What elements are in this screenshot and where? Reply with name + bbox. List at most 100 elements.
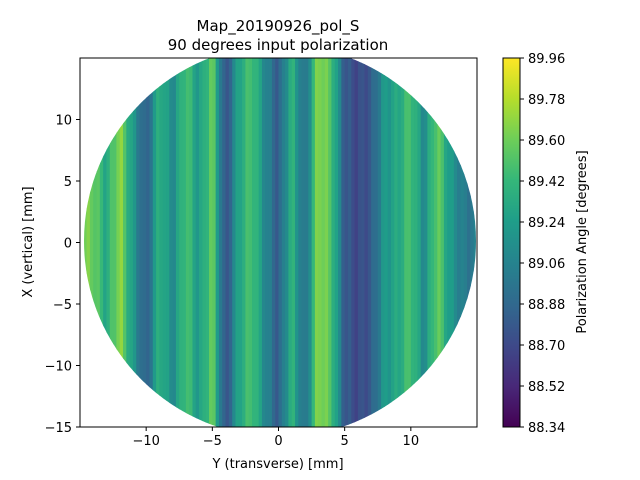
heatmap-stripe [235, 58, 240, 427]
heatmap-stripe [344, 58, 349, 427]
colorbar-tick-label: 88.88 [528, 298, 565, 313]
y-tick-label: −10 [45, 360, 72, 375]
heatmap-stripe [453, 58, 458, 427]
heatmap-stripe [361, 58, 366, 427]
colorbar-tick-label: 89.60 [528, 134, 565, 149]
heatmap-stripe [172, 58, 177, 427]
heatmap-stripe [338, 58, 342, 427]
heatmap-stripe [189, 58, 194, 427]
heatmap-stripe [212, 58, 217, 427]
heatmap-stripe [93, 58, 98, 427]
heatmap-stripe [123, 58, 127, 427]
heatmap-stripe [424, 58, 428, 427]
heatmap-stripe [185, 58, 190, 427]
colorbar-label: Polarization Angle [degrees] [575, 150, 590, 333]
heatmap-stripe [447, 58, 452, 427]
heatmap-stripe [321, 58, 326, 427]
heatmap-stripe [450, 58, 455, 427]
heatmap-stripe [314, 58, 319, 427]
heatmap-stripe [410, 58, 415, 427]
heatmap-stripe [84, 58, 88, 427]
y-axis-label: X (vertical) [mm] [21, 186, 36, 297]
heatmap-stripe [139, 58, 144, 427]
heatmap-stripe [381, 58, 385, 427]
heatmap-stripe [288, 58, 293, 427]
heatmap-stripe [265, 58, 270, 427]
heatmap-stripe [129, 58, 134, 427]
heatmap-stripe [106, 58, 111, 427]
heatmap-stripe [417, 58, 422, 427]
heatmap-stripe [113, 58, 117, 427]
heatmap-stripe [261, 58, 266, 427]
heatmap-stripe [278, 58, 283, 427]
heatmap-stripe [357, 58, 362, 427]
y-tick-label: 10 [55, 114, 72, 129]
heatmap-stripe [304, 58, 309, 427]
heatmap-stripe [132, 58, 137, 427]
heatmap-stripe [205, 58, 210, 427]
heatmap-stripe [242, 58, 247, 427]
heatmap-stripe [467, 58, 471, 427]
colorbar: 89.96 89.78 89.60 89.42 89.24 89.06 88.88 88.70… [502, 52, 590, 436]
heatmap-stripe [182, 58, 187, 427]
heatmap-stripe [298, 58, 303, 427]
heatmap-stripe [96, 58, 101, 427]
heatmap-stripe [390, 58, 395, 427]
heatmap-stripe [473, 58, 476, 427]
heatmap-stripe [427, 58, 432, 427]
heatmap-stripe [225, 58, 230, 427]
heatmap-stripe [400, 58, 405, 427]
heatmap-stripe [162, 58, 167, 427]
heatmap-stripe [202, 58, 207, 427]
heatmap-stripe [367, 58, 372, 427]
heatmap-stripe [275, 58, 280, 427]
heatmap-stripe [430, 58, 435, 427]
heatmap-stripe [199, 58, 204, 427]
y-axis: −15 −10 −5 0 5 10 [45, 114, 80, 436]
heatmap-stripe [175, 58, 180, 427]
x-axis-label: Y (transverse) [mm] [211, 457, 343, 472]
heatmap-stripe [387, 58, 392, 427]
colorbar-tick-label: 88.52 [528, 380, 565, 395]
heatmap-stripe [109, 58, 114, 427]
colorbar-tick-label: 88.34 [528, 421, 565, 436]
heatmap-stripe [209, 58, 213, 427]
y-tick-label: −5 [53, 298, 72, 313]
colorbar-frame [502, 57, 521, 428]
heatmap-stripe [281, 58, 286, 427]
colorbar-tick-label: 89.78 [528, 93, 565, 108]
heatmap-stripe [80, 58, 84, 427]
heatmap-stripe [397, 58, 402, 427]
heatmap-stripe [222, 58, 227, 427]
heatmap-stripe [252, 58, 256, 427]
y-tick-label: −15 [45, 421, 72, 436]
heatmap-stripe [308, 58, 313, 427]
heatmap-stripe [228, 58, 233, 427]
plot-area [79, 57, 478, 428]
heatmap [80, 58, 476, 427]
heatmap-stripe [351, 58, 356, 427]
heatmap-stripe [195, 58, 200, 427]
heatmap-stripe [215, 58, 220, 427]
heatmap-stripe [255, 58, 260, 427]
heatmap-stripe [149, 58, 154, 427]
heatmap-stripe [142, 58, 147, 427]
colorbar-ticks: 89.96 89.78 89.60 89.42 89.24 89.06 88.88 88.70… [520, 52, 565, 436]
heatmap-stripe [414, 58, 419, 427]
heatmap-stripe [146, 58, 151, 427]
colorbar-gradient [503, 58, 520, 427]
heatmap-stripe [159, 58, 164, 427]
heatmap-stripe [271, 58, 276, 427]
chart-title-line-1: Map_20190926_pol_S [197, 17, 360, 36]
heatmap-stripe [341, 58, 346, 427]
heatmap-stripe [437, 58, 442, 427]
heatmap-stripe [218, 58, 223, 427]
heatmap-stripe [152, 58, 157, 427]
y-tick-label: 5 [64, 175, 72, 190]
heatmap-stripe [311, 58, 316, 427]
heatmap-stripe [285, 58, 290, 427]
heatmap-stripe [334, 58, 339, 427]
heatmap-stripe [433, 58, 438, 427]
x-tick-label: 5 [341, 434, 349, 449]
heatmap-stripe [374, 58, 379, 427]
